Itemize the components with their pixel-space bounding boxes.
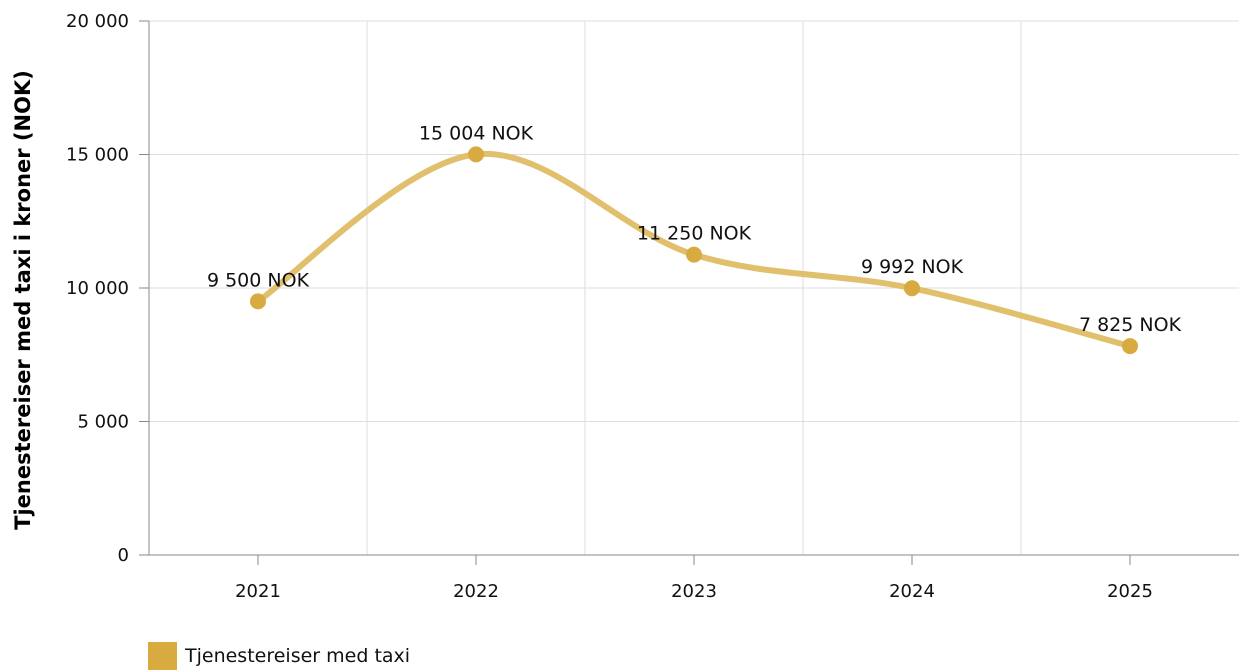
data-points	[250, 146, 1138, 355]
data-label: 15 004 NOK	[419, 122, 534, 144]
legend-swatch	[148, 642, 177, 670]
y-tick-label: 5 000	[77, 412, 129, 433]
data-labels: 9 500 NOK 15 004 NOK 11 250 NOK 9 992 NOK 7 …	[207, 122, 1182, 336]
axes	[139, 20, 1239, 565]
data-label: 7 825 NOK	[1079, 314, 1182, 336]
x-tick-labels: 2021 2022 2023 2024 2025	[235, 581, 1153, 602]
data-point	[686, 246, 702, 263]
data-label: 11 250 NOK	[637, 223, 752, 245]
data-label: 9 992 NOK	[861, 256, 964, 278]
data-label: 9 500 NOK	[207, 269, 310, 291]
legend-label: Tjenestereiser med taxi	[185, 645, 411, 667]
x-tick-label: 2023	[671, 581, 717, 602]
legend[interactable]: Tjenestereiser med taxi	[148, 642, 410, 670]
x-tick-label: 2021	[235, 581, 281, 602]
x-tick-label: 2024	[889, 581, 935, 602]
data-point	[904, 280, 920, 297]
x-tick-label: 2025	[1107, 581, 1153, 602]
x-tick-label: 2022	[453, 581, 499, 602]
grid-lines	[149, 20, 1239, 555]
data-point	[468, 146, 484, 163]
y-tick-label: 20 000	[66, 11, 129, 32]
y-tick-labels: 0 5 000 10 000 15 000 20 000	[66, 11, 129, 566]
data-point	[250, 293, 266, 310]
y-tick-label: 10 000	[66, 278, 129, 299]
data-point	[1122, 338, 1138, 355]
y-axis-label: Tjenestereiser med taxi i kroner (NOK)	[11, 70, 35, 530]
y-tick-label: 15 000	[66, 145, 129, 166]
y-tick-label: 0	[118, 545, 129, 566]
